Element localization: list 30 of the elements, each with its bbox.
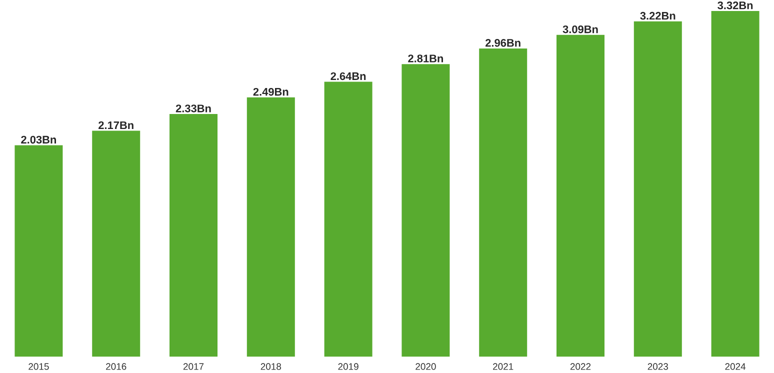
x-tick-label: 2017 bbox=[183, 363, 204, 370]
data-label: 2.33Bn bbox=[176, 104, 211, 112]
bar bbox=[711, 10, 760, 357]
x-tick-label: 2015 bbox=[28, 363, 49, 370]
data-label: 2.17Bn bbox=[98, 121, 134, 129]
data-label: 2.96Bn bbox=[486, 38, 520, 47]
bar bbox=[246, 97, 295, 357]
x-tick-label: 2019 bbox=[338, 363, 358, 370]
bar bbox=[634, 21, 682, 357]
x-tick-label: 2018 bbox=[260, 363, 282, 370]
bar bbox=[14, 145, 63, 357]
bar bbox=[556, 34, 604, 357]
data-label: 2.49Bn bbox=[253, 88, 288, 96]
x-tick-label: 2023 bbox=[648, 363, 668, 370]
data-label: 2.81Bn bbox=[408, 54, 443, 62]
x-tick-label: 2022 bbox=[570, 363, 591, 370]
data-label: 2.03Bn bbox=[21, 136, 56, 144]
bar bbox=[170, 114, 218, 357]
x-tick-label: 2020 bbox=[416, 363, 436, 370]
bar bbox=[479, 48, 528, 357]
data-label: 3.09Bn bbox=[562, 25, 598, 34]
x-tick-label: 2016 bbox=[106, 363, 126, 370]
bar bbox=[402, 64, 450, 357]
x-tick-label: 2024 bbox=[725, 363, 746, 370]
data-label: 3.32Bn bbox=[718, 1, 753, 10]
bar bbox=[92, 130, 140, 357]
data-label: 3.22Bn bbox=[640, 12, 676, 20]
data-label: 2.64Bn bbox=[330, 72, 366, 80]
bar bbox=[324, 82, 372, 357]
x-tick-label: 2021 bbox=[493, 363, 514, 370]
